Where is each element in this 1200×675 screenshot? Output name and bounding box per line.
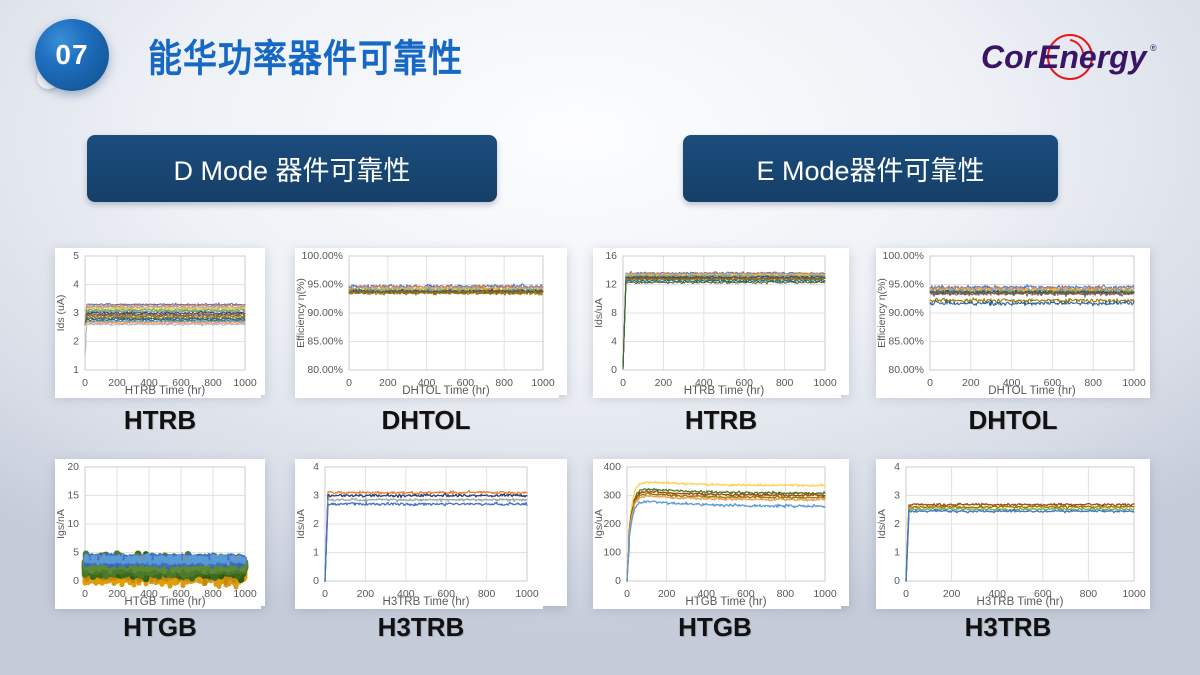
svg-text:HTGB Time (hr): HTGB Time (hr) — [685, 596, 766, 608]
svg-text:800: 800 — [1084, 377, 1102, 389]
svg-text:5: 5 — [73, 547, 79, 559]
svg-text:0: 0 — [611, 364, 617, 376]
svg-text:0: 0 — [322, 588, 328, 600]
svg-text:0: 0 — [927, 377, 933, 389]
svg-text:1: 1 — [894, 547, 900, 559]
svg-text:1: 1 — [313, 547, 319, 559]
svg-text:HTRB Time (hr): HTRB Time (hr) — [684, 385, 765, 397]
svg-text:300: 300 — [603, 490, 621, 502]
svg-text:8: 8 — [611, 307, 617, 319]
svg-text:0: 0 — [82, 377, 88, 389]
svg-text:0: 0 — [894, 575, 900, 587]
svg-text:Ids (uA): Ids (uA) — [55, 295, 67, 332]
svg-text:800: 800 — [777, 588, 795, 600]
svg-text:100: 100 — [603, 547, 621, 559]
svg-text:3: 3 — [73, 307, 79, 319]
svg-text:Ids/uA: Ids/uA — [593, 298, 605, 328]
svg-text:12: 12 — [605, 279, 617, 291]
svg-text:100.00%: 100.00% — [883, 250, 924, 262]
svg-text:400: 400 — [603, 461, 621, 473]
svg-text:1000: 1000 — [233, 377, 257, 389]
svg-text:95.00%: 95.00% — [888, 279, 924, 291]
svg-text:Efficiency η(%): Efficiency η(%) — [876, 278, 888, 348]
svg-text:85.00%: 85.00% — [888, 336, 924, 348]
svg-text:Efficiency η(%): Efficiency η(%) — [295, 278, 307, 348]
svg-text:10: 10 — [67, 518, 79, 530]
svg-text:4: 4 — [73, 279, 79, 291]
svg-text:16: 16 — [605, 250, 617, 262]
svg-text:90.00%: 90.00% — [888, 307, 924, 319]
svg-text:200: 200 — [943, 588, 961, 600]
svg-text:0: 0 — [313, 575, 319, 587]
svg-text:2: 2 — [894, 518, 900, 530]
svg-text:®: ® — [1150, 43, 1157, 53]
svg-text:0: 0 — [73, 575, 79, 587]
svg-text:3: 3 — [313, 490, 319, 502]
svg-text:Ids/uA: Ids/uA — [876, 509, 888, 539]
svg-text:Igs/nA: Igs/nA — [55, 509, 67, 539]
svg-text:800: 800 — [204, 377, 222, 389]
svg-text:1000: 1000 — [515, 588, 539, 600]
svg-text:H3TRB Time (hr): H3TRB Time (hr) — [977, 596, 1064, 608]
svg-text:0: 0 — [346, 377, 352, 389]
svg-text:0: 0 — [620, 377, 626, 389]
svg-text:DHTOL Time (hr): DHTOL Time (hr) — [402, 385, 490, 397]
svg-text:1000: 1000 — [813, 377, 837, 389]
svg-text:200: 200 — [108, 588, 126, 600]
svg-text:Igs/uA: Igs/uA — [593, 509, 605, 539]
svg-text:0: 0 — [82, 588, 88, 600]
svg-text:1000: 1000 — [1122, 588, 1146, 600]
svg-text:2: 2 — [73, 336, 79, 348]
svg-text:800: 800 — [204, 588, 222, 600]
svg-text:0: 0 — [624, 588, 630, 600]
svg-text:1000: 1000 — [233, 588, 257, 600]
svg-text:Energy: Energy — [1038, 39, 1149, 75]
svg-text:3: 3 — [894, 490, 900, 502]
svg-text:0: 0 — [903, 588, 909, 600]
svg-text:HTRB Time (hr): HTRB Time (hr) — [125, 385, 206, 397]
svg-text:1000: 1000 — [813, 588, 837, 600]
svg-text:100.00%: 100.00% — [302, 250, 343, 262]
svg-text:200: 200 — [108, 377, 126, 389]
svg-text:1000: 1000 — [531, 377, 555, 389]
svg-text:200: 200 — [357, 588, 375, 600]
svg-text:800: 800 — [776, 377, 794, 389]
svg-text:0: 0 — [615, 575, 621, 587]
svg-text:15: 15 — [67, 490, 79, 502]
svg-text:800: 800 — [478, 588, 496, 600]
svg-text:200: 200 — [658, 588, 676, 600]
svg-text:1000: 1000 — [1122, 377, 1146, 389]
svg-text:Cor: Cor — [981, 39, 1038, 75]
svg-text:200: 200 — [603, 518, 621, 530]
svg-text:90.00%: 90.00% — [307, 307, 343, 319]
svg-text:200: 200 — [962, 377, 980, 389]
svg-text:5: 5 — [73, 250, 79, 262]
svg-text:4: 4 — [894, 461, 900, 473]
svg-text:80.00%: 80.00% — [307, 364, 343, 376]
svg-text:95.00%: 95.00% — [307, 279, 343, 291]
svg-text:800: 800 — [1080, 588, 1098, 600]
svg-text:85.00%: 85.00% — [307, 336, 343, 348]
svg-text:1: 1 — [73, 364, 79, 376]
svg-text:200: 200 — [379, 377, 397, 389]
svg-text:Ids/uA: Ids/uA — [295, 509, 307, 539]
svg-text:80.00%: 80.00% — [888, 364, 924, 376]
svg-text:HTGB Time (hr): HTGB Time (hr) — [124, 596, 205, 608]
svg-text:800: 800 — [495, 377, 513, 389]
svg-text:20: 20 — [67, 461, 79, 473]
svg-text:DHTOL Time (hr): DHTOL Time (hr) — [988, 385, 1076, 397]
svg-text:200: 200 — [655, 377, 673, 389]
svg-text:4: 4 — [611, 336, 617, 348]
svg-text:4: 4 — [313, 461, 319, 473]
svg-text:H3TRB Time (hr): H3TRB Time (hr) — [383, 596, 470, 608]
svg-text:2: 2 — [313, 518, 319, 530]
